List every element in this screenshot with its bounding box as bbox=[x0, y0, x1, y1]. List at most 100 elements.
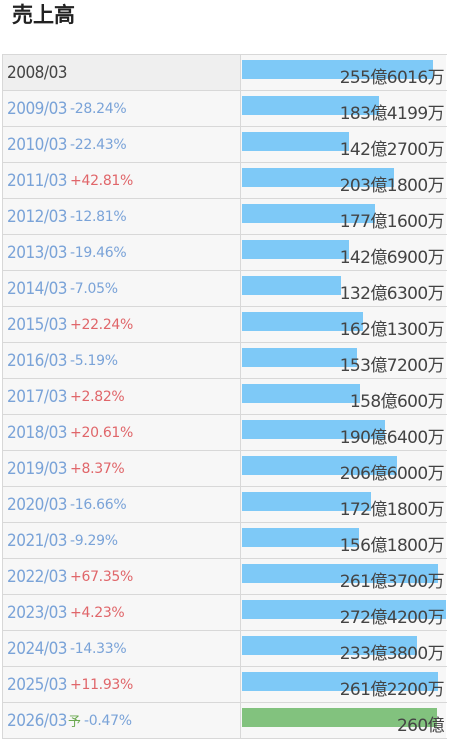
revenue-bar bbox=[242, 420, 385, 439]
fiscal-year-link[interactable]: 2020/03 bbox=[7, 494, 68, 515]
fiscal-year-cell: 2022/03 +67.35% bbox=[3, 559, 241, 594]
fiscal-year-link[interactable]: 2018/03 bbox=[7, 422, 68, 443]
change-percent: -9.29% bbox=[70, 532, 118, 549]
table-row: 2022/03 +67.35% 261億3700万 bbox=[2, 559, 447, 595]
revenue-bar bbox=[242, 204, 375, 223]
revenue-bar-cell: 183億4199万 bbox=[241, 91, 446, 126]
revenue-value: 172億1800万 bbox=[339, 500, 445, 520]
section-title: 売上高 bbox=[12, 3, 75, 27]
change-percent: -12.81% bbox=[70, 208, 127, 225]
revenue-bar bbox=[242, 456, 397, 475]
fiscal-year-cell: 2020/03 -16.66% bbox=[3, 487, 241, 522]
fiscal-year-cell: 2014/03 -7.05% bbox=[3, 271, 241, 306]
forecast-marker: 予 bbox=[68, 715, 82, 730]
table-row: 2009/03 -28.24% 183億4199万 bbox=[2, 91, 447, 127]
revenue-bar-cell: 142億2700万 bbox=[241, 127, 446, 162]
fiscal-year-link[interactable]: 2017/03 bbox=[7, 386, 68, 407]
fiscal-year-link[interactable]: 2012/03 bbox=[7, 206, 68, 227]
fiscal-year-cell: 2021/03 -9.29% bbox=[3, 523, 241, 558]
fiscal-year-cell: 2017/03 +2.82% bbox=[3, 379, 241, 414]
fiscal-year-cell: 2009/03 -28.24% bbox=[3, 91, 241, 126]
change-percent: +11.93% bbox=[70, 676, 134, 693]
table-row: 2026/03 予 -0.47% 260億 bbox=[2, 703, 447, 739]
fiscal-year-link[interactable]: 2009/03 bbox=[7, 98, 68, 119]
fiscal-year-link[interactable]: 2016/03 bbox=[7, 350, 68, 371]
fiscal-year-cell: 2024/03 -14.33% bbox=[3, 631, 241, 666]
fiscal-year-link: 2008/03 bbox=[7, 62, 68, 83]
revenue-bar-cell: 142億6900万 bbox=[241, 235, 446, 270]
fiscal-year-link[interactable]: 2013/03 bbox=[7, 242, 68, 263]
revenue-table: 2008/03 255億6016万 2009/03 -28.24% 183億4199万 2… bbox=[2, 54, 447, 739]
revenue-bar bbox=[242, 492, 371, 511]
revenue-bar-cell: 177億1600万 bbox=[241, 199, 446, 234]
revenue-value: 261億2200万 bbox=[339, 680, 445, 700]
revenue-bar-cell: 261億2200万 bbox=[241, 667, 446, 702]
revenue-bar bbox=[242, 672, 438, 691]
revenue-bar-cell: 206億6000万 bbox=[241, 451, 446, 486]
revenue-value: 260億 bbox=[396, 716, 445, 736]
table-row: 2012/03 -12.81% 177億1600万 bbox=[2, 199, 447, 235]
revenue-value: 203億1800万 bbox=[339, 176, 445, 196]
revenue-bar bbox=[242, 276, 341, 295]
change-percent: +4.23% bbox=[70, 604, 125, 621]
change-percent: +42.81% bbox=[70, 172, 134, 189]
revenue-value: 177億1600万 bbox=[339, 212, 445, 232]
revenue-bar bbox=[242, 564, 438, 583]
fiscal-year-cell: 2008/03 bbox=[3, 55, 241, 90]
fiscal-year-link[interactable]: 2022/03 bbox=[7, 566, 68, 587]
change-percent: -28.24% bbox=[70, 100, 127, 117]
revenue-bar bbox=[242, 600, 446, 619]
fiscal-year-link[interactable]: 2011/03 bbox=[7, 170, 68, 191]
fiscal-year-cell: 2026/03 予 -0.47% bbox=[3, 703, 241, 738]
revenue-value: 233億3800万 bbox=[339, 644, 445, 664]
revenue-bar-cell: 255億6016万 bbox=[241, 55, 446, 90]
fiscal-year-link[interactable]: 2021/03 bbox=[7, 530, 68, 551]
table-row: 2023/03 +4.23% 272億4200万 bbox=[2, 595, 447, 631]
table-row: 2021/03 -9.29% 156億1800万 bbox=[2, 523, 447, 559]
fiscal-year-cell: 2023/03 +4.23% bbox=[3, 595, 241, 630]
fiscal-year-cell: 2015/03 +22.24% bbox=[3, 307, 241, 342]
revenue-value: 255億6016万 bbox=[339, 68, 445, 88]
fiscal-year-link[interactable]: 2023/03 bbox=[7, 602, 68, 623]
revenue-bar bbox=[242, 636, 417, 655]
revenue-bar bbox=[242, 60, 433, 79]
revenue-bar-cell: 203億1800万 bbox=[241, 163, 446, 198]
fiscal-year-cell: 2018/03 +20.61% bbox=[3, 415, 241, 450]
table-row: 2019/03 +8.37% 206億6000万 bbox=[2, 451, 447, 487]
table-row: 2015/03 +22.24% 162億1300万 bbox=[2, 307, 447, 343]
revenue-value: 142億2700万 bbox=[339, 140, 445, 160]
fiscal-year-cell: 2012/03 -12.81% bbox=[3, 199, 241, 234]
fiscal-year-link[interactable]: 2010/03 bbox=[7, 134, 68, 155]
fiscal-year-link[interactable]: 2024/03 bbox=[7, 638, 68, 659]
change-percent: -22.43% bbox=[70, 136, 127, 153]
revenue-value: 190億6400万 bbox=[339, 428, 445, 448]
revenue-value: 153億7200万 bbox=[339, 356, 445, 376]
change-percent: -16.66% bbox=[70, 496, 127, 513]
revenue-bar-cell: 261億3700万 bbox=[241, 559, 446, 594]
change-percent: +22.24% bbox=[70, 316, 134, 333]
change-percent: +67.35% bbox=[70, 568, 134, 585]
revenue-bar-cell: 272億4200万 bbox=[241, 595, 446, 630]
change-percent: -7.05% bbox=[70, 280, 118, 297]
revenue-bar-cell: 260億 bbox=[241, 703, 446, 738]
table-row: 2011/03 +42.81% 203億1800万 bbox=[2, 163, 447, 199]
revenue-value: 158億600万 bbox=[349, 392, 445, 412]
change-percent: -0.47% bbox=[84, 712, 132, 729]
revenue-bar bbox=[242, 528, 359, 547]
fiscal-year-cell: 2016/03 -5.19% bbox=[3, 343, 241, 378]
fiscal-year-link[interactable]: 2025/03 bbox=[7, 674, 68, 695]
revenue-value: 142億6900万 bbox=[339, 248, 445, 268]
revenue-bar bbox=[242, 132, 349, 151]
fiscal-year-link[interactable]: 2026/03 bbox=[7, 710, 68, 731]
revenue-bar-cell: 233億3800万 bbox=[241, 631, 446, 666]
fiscal-year-cell: 2010/03 -22.43% bbox=[3, 127, 241, 162]
change-percent: -14.33% bbox=[70, 640, 127, 657]
change-percent: +8.37% bbox=[70, 460, 125, 477]
fiscal-year-link[interactable]: 2015/03 bbox=[7, 314, 68, 335]
fiscal-year-link[interactable]: 2019/03 bbox=[7, 458, 68, 479]
revenue-value: 162億1300万 bbox=[339, 320, 445, 340]
revenue-bar-cell: 158億600万 bbox=[241, 379, 446, 414]
fiscal-year-link[interactable]: 2014/03 bbox=[7, 278, 68, 299]
change-percent: +2.82% bbox=[70, 388, 125, 405]
revenue-bar bbox=[242, 312, 363, 331]
